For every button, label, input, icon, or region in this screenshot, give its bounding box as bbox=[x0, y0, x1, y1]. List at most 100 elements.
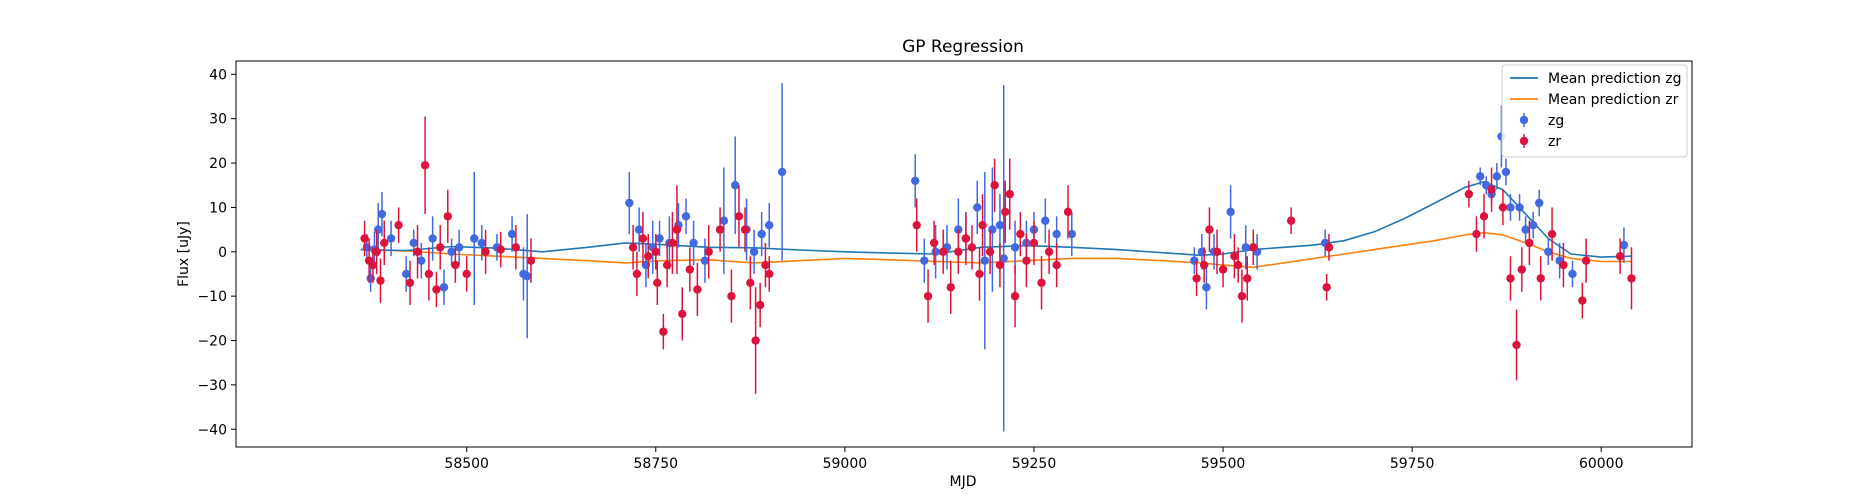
data-point-zg bbox=[700, 256, 710, 265]
data-point-zr bbox=[1205, 225, 1214, 234]
data-point-zr bbox=[967, 243, 977, 252]
data-point-zg bbox=[1067, 229, 1076, 239]
y-axis: −40 −30 −20 −10 0 10 20 30 40 bbox=[197, 67, 236, 438]
data-point-zg bbox=[911, 176, 920, 185]
legend-label: zr bbox=[1548, 134, 1561, 150]
x-tick-label: 60000 bbox=[1579, 456, 1624, 472]
data-point-zr bbox=[912, 220, 921, 230]
data-point-zr bbox=[432, 285, 441, 294]
data-point-zr bbox=[662, 260, 672, 270]
data-point-zr bbox=[1581, 256, 1591, 265]
data-point-zr bbox=[1233, 260, 1243, 270]
y-tick-label: −10 bbox=[197, 289, 227, 305]
data-point-zr bbox=[1512, 340, 1521, 350]
data-point-zr bbox=[1022, 256, 1031, 265]
data-point-zr bbox=[360, 234, 369, 243]
legend-label: Mean prediction zr bbox=[1548, 92, 1679, 108]
data-point-zr bbox=[1479, 212, 1489, 221]
data-point-zg bbox=[1506, 203, 1515, 212]
data-point-zr bbox=[1243, 274, 1252, 283]
data-point-zr bbox=[734, 212, 744, 221]
data-point-zg bbox=[931, 247, 940, 256]
data-point-zr bbox=[1010, 291, 1020, 301]
data-point-zg bbox=[999, 254, 1008, 263]
data-point-zg bbox=[447, 247, 456, 256]
data-point-zg bbox=[1544, 247, 1553, 256]
data-point-zr bbox=[765, 269, 774, 279]
data-point-zg bbox=[1041, 216, 1050, 225]
data-point-zr bbox=[451, 260, 460, 270]
data-point-zr bbox=[1212, 247, 1222, 256]
data-point-zr bbox=[923, 291, 933, 301]
data-point-zr bbox=[651, 247, 660, 256]
y-tick-label: 10 bbox=[209, 200, 227, 216]
data-point-zr bbox=[1016, 229, 1025, 239]
x-tick-label: 59250 bbox=[1012, 456, 1057, 472]
data-point-zr bbox=[995, 260, 1005, 270]
data-point-zr bbox=[1237, 291, 1247, 301]
data-point-zr bbox=[1322, 283, 1331, 292]
data-point-zg bbox=[439, 283, 449, 292]
data-point-zg bbox=[625, 198, 634, 208]
data-point-zr bbox=[929, 238, 939, 248]
data-point-zr bbox=[946, 283, 955, 292]
data-point-zr bbox=[685, 265, 695, 274]
data-point-zr bbox=[715, 225, 725, 234]
data-point-zr bbox=[1052, 260, 1061, 270]
y-tick-label: −40 bbox=[197, 422, 227, 438]
data-point-zr bbox=[413, 247, 422, 256]
x-tick-label: 58500 bbox=[444, 456, 489, 472]
series-zg bbox=[362, 83, 1629, 432]
data-point-zr bbox=[1044, 247, 1054, 256]
data-point-zr bbox=[1286, 216, 1296, 225]
data-point-zr bbox=[1199, 260, 1209, 270]
data-point-zr bbox=[678, 309, 687, 319]
data-point-zg bbox=[1010, 243, 1020, 252]
x-tick-label: 59750 bbox=[1390, 456, 1435, 472]
data-point-zg bbox=[428, 234, 437, 243]
legend: Mean prediction zg Mean prediction zr zg zr bbox=[1501, 64, 1688, 158]
data-point-zr bbox=[436, 243, 445, 252]
data-point-zr bbox=[368, 260, 378, 270]
data-point-zg bbox=[1202, 283, 1211, 292]
data-point-zr bbox=[727, 291, 736, 301]
data-point-zr bbox=[424, 269, 434, 279]
data-point-zr bbox=[394, 220, 403, 230]
data-point-zr bbox=[653, 278, 662, 288]
data-point-zg bbox=[731, 181, 740, 190]
data-point-zr bbox=[985, 247, 995, 256]
data-point-zg bbox=[477, 238, 487, 248]
data-point-zg bbox=[973, 203, 982, 212]
data-point-zg bbox=[920, 256, 929, 265]
data-point-zg bbox=[1619, 240, 1629, 250]
data-point-zg bbox=[1241, 243, 1250, 252]
x-tick-label: 59000 bbox=[823, 456, 868, 472]
data-point-zr bbox=[1547, 229, 1557, 239]
chart-title: GP Regression bbox=[902, 37, 1024, 57]
data-point-zr bbox=[443, 212, 452, 221]
data-point-zr bbox=[1249, 243, 1258, 252]
x-tick-label: 58750 bbox=[634, 456, 679, 472]
data-point-zr bbox=[376, 276, 385, 285]
data-point-zg bbox=[1528, 220, 1538, 230]
data-point-zr bbox=[990, 181, 999, 190]
data-point-zr bbox=[628, 243, 638, 252]
data-point-zr bbox=[1498, 203, 1508, 212]
data-point-zr bbox=[755, 300, 765, 310]
data-point-zg bbox=[681, 212, 691, 221]
data-point-zr bbox=[1230, 252, 1239, 261]
data-point-zr bbox=[1063, 207, 1073, 217]
data-point-zr bbox=[975, 269, 984, 279]
data-point-zg bbox=[386, 234, 396, 243]
data-point-zr bbox=[751, 336, 760, 345]
data-point-zg bbox=[454, 243, 464, 252]
legend-box bbox=[1501, 64, 1688, 158]
data-point-zg bbox=[409, 238, 418, 248]
x-tick-label: 59500 bbox=[1201, 456, 1246, 472]
data-point-zr bbox=[481, 247, 490, 256]
data-point-zg bbox=[377, 209, 387, 219]
data-point-zg bbox=[719, 216, 729, 225]
data-point-zr bbox=[978, 220, 987, 230]
data-point-zr bbox=[672, 225, 682, 234]
